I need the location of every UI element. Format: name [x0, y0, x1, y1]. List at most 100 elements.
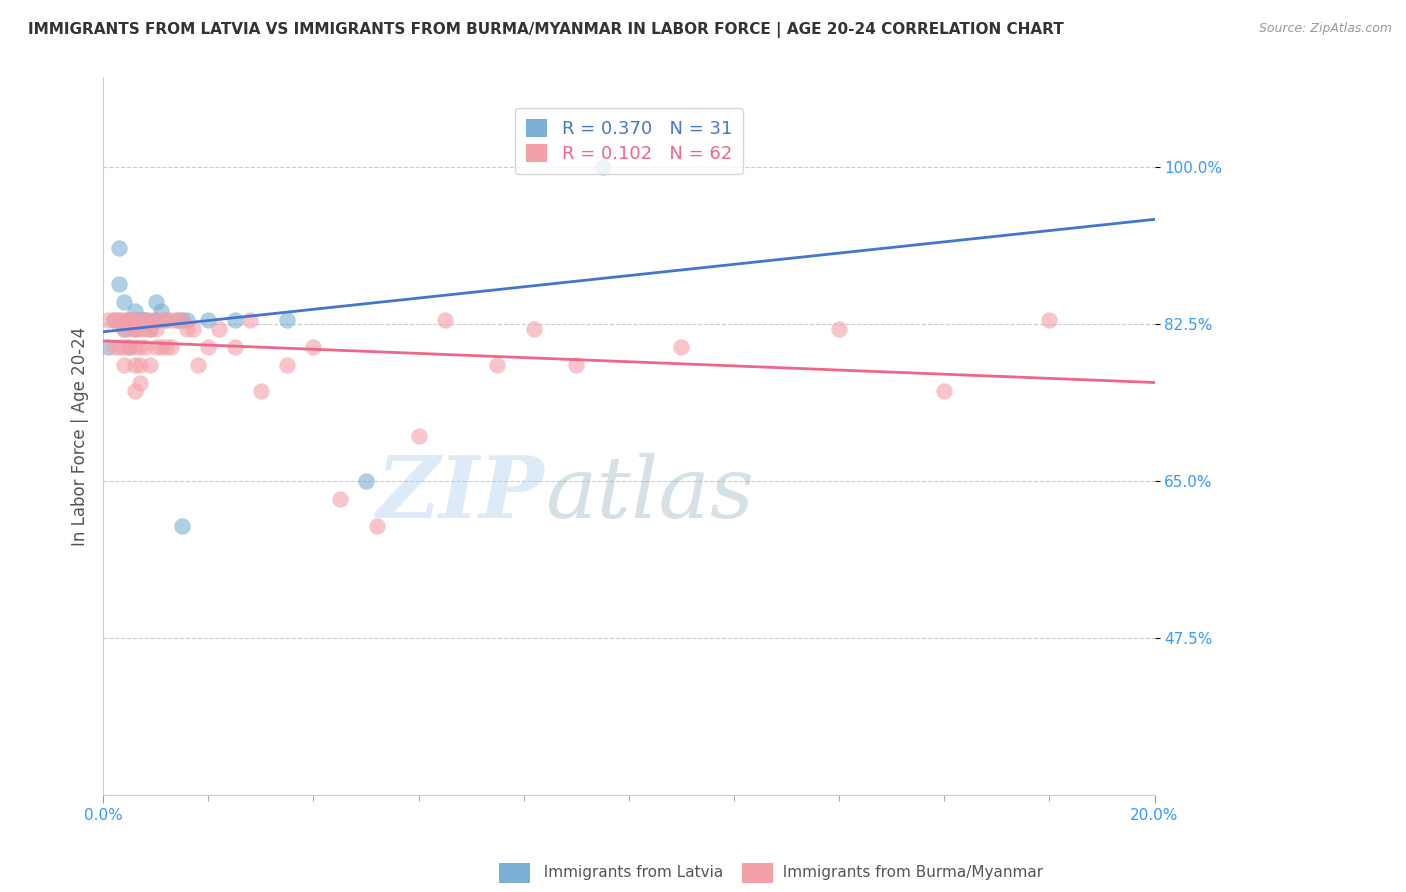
Point [103, 340, 125, 354]
Point [170, 312, 193, 326]
Point [934, 384, 956, 399]
Point [118, 312, 141, 326]
Point [118, 312, 141, 326]
Point [124, 312, 146, 326]
Point [197, 340, 219, 354]
Point [124, 358, 146, 372]
Point [134, 340, 156, 354]
Point [129, 312, 152, 326]
Point [129, 376, 152, 390]
Point [160, 312, 183, 326]
Point [112, 312, 135, 326]
Point [118, 321, 141, 335]
Point [166, 312, 188, 326]
Point [145, 340, 167, 354]
Point [112, 294, 135, 309]
Point [366, 519, 388, 533]
Text: atlas: atlas [544, 452, 754, 535]
Point [129, 358, 152, 372]
Legend: R = 0.370   N = 31, R = 0.102   N = 62: R = 0.370 N = 31, R = 0.102 N = 62 [515, 108, 742, 174]
Point [118, 312, 141, 326]
Y-axis label: In Labor Force | Age 20-24: In Labor Force | Age 20-24 [72, 326, 89, 546]
Point [433, 312, 456, 326]
Point [103, 312, 125, 326]
Point [129, 340, 152, 354]
Point [108, 312, 131, 326]
Point [197, 312, 219, 326]
Point [145, 294, 167, 309]
Point [149, 312, 172, 326]
Point [145, 312, 167, 326]
Point [149, 303, 172, 318]
Point [108, 312, 131, 326]
Point [354, 474, 377, 488]
Point [486, 358, 509, 372]
Point [224, 340, 246, 354]
Point [108, 340, 131, 354]
Point [134, 312, 156, 326]
Point [134, 312, 156, 326]
Point [176, 321, 198, 335]
Point [97, 312, 120, 326]
Point [112, 358, 135, 372]
Point [124, 384, 146, 399]
Point [97, 340, 120, 354]
Text: ZIP: ZIP [377, 452, 544, 535]
Point [523, 321, 546, 335]
Point [250, 384, 273, 399]
Point [139, 321, 162, 335]
Point [1038, 312, 1060, 326]
Point [129, 312, 152, 326]
Text: Immigrants from Latvia: Immigrants from Latvia [534, 865, 724, 880]
Point [187, 358, 209, 372]
Point [124, 340, 146, 354]
Point [124, 312, 146, 326]
Point [124, 321, 146, 335]
Point [828, 321, 851, 335]
Point [139, 312, 162, 326]
Point [112, 321, 135, 335]
Point [112, 321, 135, 335]
Point [208, 321, 231, 335]
Point [592, 160, 614, 174]
Point [239, 312, 262, 326]
Point [108, 241, 131, 255]
Point [149, 340, 172, 354]
Text: IMMIGRANTS FROM LATVIA VS IMMIGRANTS FROM BURMA/MYANMAR IN LABOR FORCE | AGE 20-: IMMIGRANTS FROM LATVIA VS IMMIGRANTS FRO… [28, 22, 1064, 38]
Point [134, 321, 156, 335]
Point [103, 312, 125, 326]
Point [155, 312, 177, 326]
Point [224, 312, 246, 326]
Point [408, 429, 430, 443]
Point [139, 321, 162, 335]
Point [302, 340, 325, 354]
Point [329, 492, 352, 507]
Point [170, 519, 193, 533]
Point [118, 312, 141, 326]
Point [166, 312, 188, 326]
Point [129, 312, 152, 326]
Point [155, 340, 177, 354]
Point [176, 312, 198, 326]
Point [124, 321, 146, 335]
Point [118, 340, 141, 354]
Point [139, 358, 162, 372]
Point [118, 340, 141, 354]
Point [276, 312, 298, 326]
Point [671, 340, 693, 354]
Point [565, 358, 588, 372]
Point [170, 312, 193, 326]
Point [145, 321, 167, 335]
Point [145, 312, 167, 326]
Point [276, 358, 298, 372]
Point [160, 340, 183, 354]
Text: Source: ZipAtlas.com: Source: ZipAtlas.com [1258, 22, 1392, 36]
Point [112, 340, 135, 354]
Point [124, 303, 146, 318]
Point [155, 312, 177, 326]
Point [181, 321, 204, 335]
Point [108, 277, 131, 291]
Point [134, 312, 156, 326]
Point [145, 312, 167, 326]
Point [129, 321, 152, 335]
